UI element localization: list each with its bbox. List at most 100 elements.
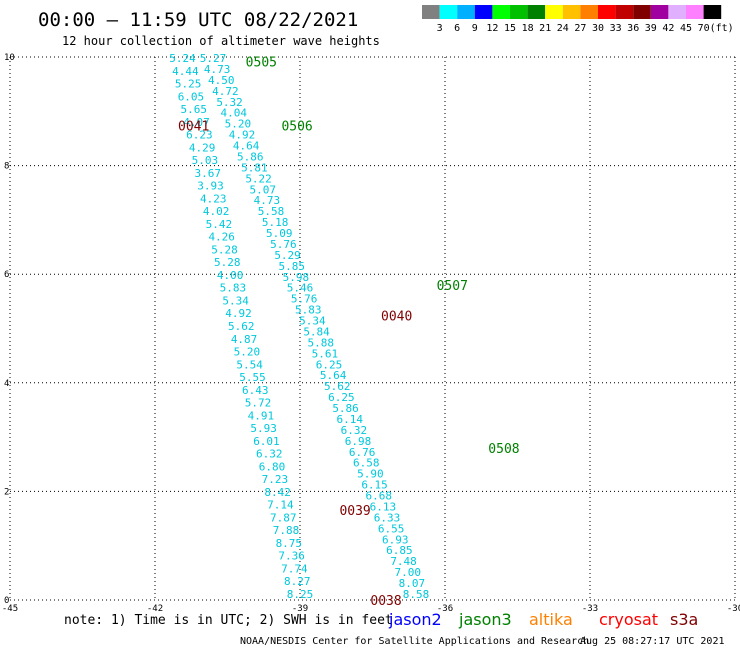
pass-time-label: 0506 [281,119,312,134]
swh-value: 7.87 [270,511,297,524]
satellite-name: s3a [670,610,698,629]
y-tick-label: 10 [4,53,15,63]
swh-value: 4.64 [233,140,260,153]
swh-value: 4.72 [212,85,239,98]
swh-value: 5.34 [222,294,249,307]
x-tick-label: -39 [292,604,308,614]
swh-value: 5.83 [220,282,247,295]
y-tick-label: 0 [4,596,9,606]
swh-value: 4.73 [204,63,231,76]
swh-value: 5.28 [214,256,241,269]
pass-time-label: 0507 [437,279,468,294]
swh-value: 3.67 [194,167,221,180]
swh-value: 5.55 [239,371,266,384]
swh-value: 5.85 [278,260,305,273]
swh-value: 6.80 [259,460,286,473]
swh-value: 5.32 [216,96,243,109]
legend-swatch [439,5,458,19]
legend-swatch [615,5,634,19]
swh-value: 4.50 [208,74,235,87]
legend-label: 30 [592,23,604,34]
legend-swatch [668,5,686,19]
satellite-legend: jason2 jason3 altika cryosat s3a [388,610,698,629]
legend-label: 33 [610,23,622,34]
swh-value: 6.25 [316,358,343,371]
swh-value: 4.87 [231,333,258,346]
satellite-name: cryosat [599,610,658,629]
swh-value: 4.04 [220,107,247,120]
swh-value: 7.48 [390,555,417,568]
swh-value: 4.26 [208,231,235,244]
swh-value: 5.20 [225,118,252,131]
swh-value: 4.92 [229,129,256,142]
swh-value: 8.58 [403,588,430,601]
legend-swatch [562,5,581,19]
swh-value: 3.93 [197,180,224,193]
swh-value: 5.90 [357,468,384,481]
swh-value: 8.25 [287,588,314,601]
swh-value: 4.92 [225,307,252,320]
swh-value: 5.62 [228,320,255,333]
swh-value: 6.32 [256,448,283,461]
swh-value: 4.02 [203,205,230,218]
swh-value: 5.58 [258,205,285,218]
swh-value: 5.22 [245,172,272,185]
legend-swatch [492,5,510,19]
pass-time-label: 0505 [246,55,277,70]
swh-value: 5.27 [200,52,227,65]
legend-label: 9 [472,23,478,34]
swh-value: 5.84 [303,325,330,338]
swh-value: 5.18 [262,216,289,229]
swh-value: 7.74 [281,562,308,575]
swh-value: 5.24 [169,52,196,65]
y-tick-label: 2 [4,487,9,497]
legend-label: 3 [437,23,443,34]
swh-value: 5.29 [274,249,301,262]
legend-label: 18 [522,23,534,34]
swh-value: 4.91 [248,409,275,422]
swh-value: 5.03 [192,154,219,167]
pass-time-label: 0508 [488,442,519,457]
swh-value: 6.23 [186,129,213,142]
swh-value: 6.58 [353,457,380,470]
swh-value: 4.00 [217,269,244,282]
swh-value: 6.33 [374,511,401,524]
graticule [9,56,736,601]
legend-swatch [422,5,440,19]
swh-value: 5.25 [175,78,202,91]
swh-value: 5.62 [324,380,351,393]
legend-label: 15 [504,23,516,34]
swh-value: 7.36 [278,550,305,563]
swh-value: 5.81 [241,161,268,174]
legend-label: 39 [645,23,657,34]
swh-value: 6.76 [349,446,376,459]
swh-value: 5.09 [266,227,293,240]
swh-value: 4.73 [254,194,281,207]
legend-label: 12 [486,23,498,34]
swh-value: 6.14 [336,413,363,426]
swh-value: 5.07 [249,183,276,196]
swh-value: 8.42 [264,486,291,499]
legend-swatch [633,5,651,19]
swh-value: 6.55 [378,522,405,535]
y-tick-label: 6 [4,270,9,280]
legend-swatch [598,5,616,19]
swh-value: 6.85 [386,544,413,557]
swh-value: 5.20 [234,346,261,359]
legend-label: 70 [698,23,710,34]
footer-note: note: 1) Time is in UTC; 2) SWH is in fe… [64,613,393,628]
legend-label: 21 [539,23,551,34]
legend-swatch [545,5,563,19]
legend-swatch [686,5,704,19]
swh-value: 6.32 [341,424,368,437]
swh-value: 6.25 [328,391,355,404]
swh-value: 8.07 [399,577,426,590]
swh-value: 5.86 [332,402,359,415]
swh-value: 5.83 [295,304,322,317]
swh-value: 5.72 [245,397,272,410]
legend-swatch [457,5,475,19]
legend-label: 24 [557,23,569,34]
swh-value: 4.44 [172,65,199,78]
swh-value: 8.27 [284,575,311,588]
